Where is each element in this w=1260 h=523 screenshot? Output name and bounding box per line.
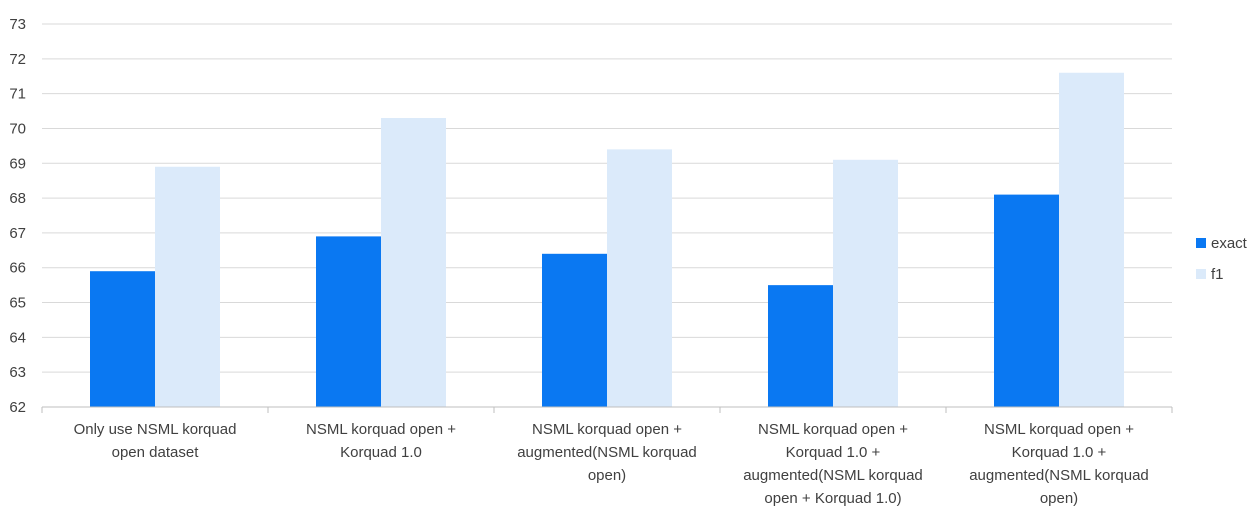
y-tick-label: 65 xyxy=(9,295,26,312)
y-tick-label: 68 xyxy=(9,190,26,207)
x-category-label: NSML korquad open + xyxy=(306,421,456,438)
x-category-label: augmented(NSML korquad xyxy=(969,467,1149,484)
x-category-label: NSML korquad open + xyxy=(984,421,1134,438)
y-tick-label: 63 xyxy=(9,364,26,381)
bar-exact xyxy=(994,194,1059,407)
x-category-label: open dataset xyxy=(112,444,200,461)
legend-label-exact: exact xyxy=(1211,235,1248,252)
x-category-label: Korquad 1.0 + xyxy=(786,444,881,461)
legend: exact f1 xyxy=(1196,235,1248,283)
bar-f1 xyxy=(833,159,898,407)
bar-exact xyxy=(90,271,155,407)
bar-f1 xyxy=(1059,72,1124,407)
bar-exact xyxy=(316,236,381,407)
y-tick-label: 71 xyxy=(9,86,26,103)
y-tick-label: 66 xyxy=(9,260,26,277)
x-category-label: NSML korquad open + xyxy=(758,421,908,438)
bar-exact xyxy=(542,253,607,407)
y-tick-label: 62 xyxy=(9,399,26,416)
legend-swatch-f1 xyxy=(1196,269,1206,279)
legend-swatch-exact xyxy=(1196,238,1206,248)
x-category-label: open) xyxy=(588,467,626,484)
y-tick-label: 64 xyxy=(9,329,26,346)
x-category-label: open + Korquad 1.0) xyxy=(764,490,901,507)
y-tick-label: 67 xyxy=(9,225,26,242)
y-tick-label: 73 xyxy=(9,16,26,33)
x-category-label: open) xyxy=(1040,490,1078,507)
bar-f1 xyxy=(381,118,446,407)
x-category-label: NSML korquad open + xyxy=(532,421,682,438)
y-tick-label: 69 xyxy=(9,155,26,172)
bar-f1 xyxy=(607,149,672,407)
x-category-label: Korquad 1.0 xyxy=(340,444,422,461)
x-category-label: Only use NSML korquad xyxy=(74,421,237,438)
x-category-label: augmented(NSML korquad xyxy=(743,467,923,484)
bars xyxy=(90,72,1124,407)
axes: 62 63 64 65 66 67 68 69 70 71 72 73 Only use NSML ko… xyxy=(9,16,1173,507)
y-tick-label: 70 xyxy=(9,120,26,137)
bar-exact xyxy=(768,285,833,407)
legend-label-f1: f1 xyxy=(1211,266,1224,283)
x-category-label: augmented(NSML korquad xyxy=(517,444,697,461)
y-tick-label: 72 xyxy=(9,51,26,68)
bar-f1 xyxy=(155,166,220,407)
x-category-label: Korquad 1.0 + xyxy=(1012,444,1107,461)
